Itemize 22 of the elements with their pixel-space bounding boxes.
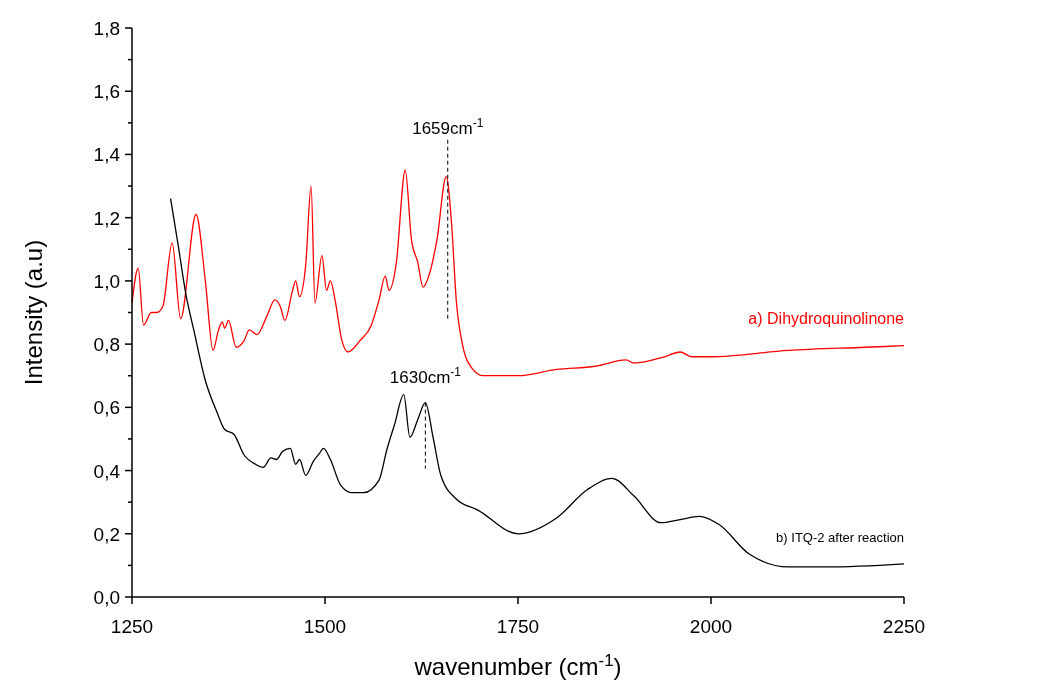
y-tick-label: 0,8 [93,334,120,356]
y-tick-label: 1,6 [93,81,120,103]
x-tick-label: 1750 [496,616,540,637]
y-tick-label: 1,0 [93,270,120,292]
y-tick-label: 0,0 [93,587,120,608]
line-series [169,198,905,568]
y-axis-title: Intensity (a.u) [20,239,47,386]
y-tick-label: 1,2 [93,207,120,229]
x-tick-label: 1250 [110,616,154,637]
series-label: a) Dihydroquinolinone [748,309,905,327]
annotation: 1659cm$^{-1}$ [412,115,484,138]
x-tick-label: 2250 [882,616,926,637]
y-tick-label: 0,6 [93,397,120,419]
y-tick-label: 0,4 [93,460,121,482]
y-tick-label: 1,4 [93,144,121,166]
x-axis-title: wavenumber (cm$^{-1}$) [413,650,622,680]
x-tick-label: 1500 [303,616,347,637]
annotation: 1630cm$^{-1}$ [389,364,462,387]
y-tick-label: 0,2 [93,523,120,545]
y-tick-label: 1,8 [93,18,120,39]
x-tick-label: 2000 [689,616,733,637]
series-label: b) ITQ-2 after reaction [776,529,904,545]
